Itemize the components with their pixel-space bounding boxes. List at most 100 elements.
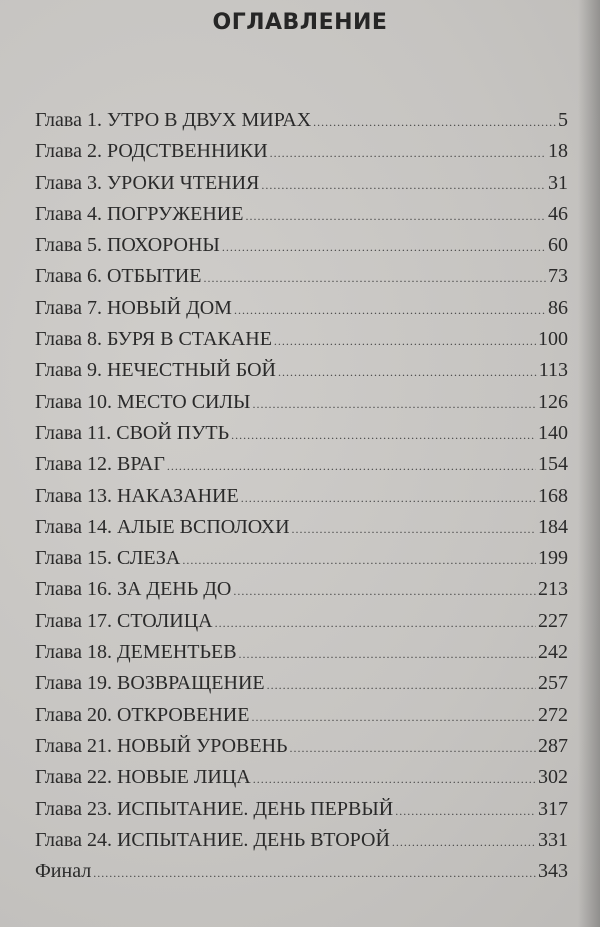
toc-entry-title: Глава 4. ПОГРУЖЕНИЕ xyxy=(35,202,244,225)
table-of-contents: Глава 1. УТРО В ДВУХ МИРАХ 5 Глава 2. РОДС… xyxy=(35,109,568,891)
toc-entry-page: 154 xyxy=(538,453,568,476)
dot-leader xyxy=(253,772,536,787)
toc-entry-title: Глава 8. БУРЯ В СТАКАНЕ xyxy=(35,328,272,351)
dot-leader xyxy=(234,303,546,318)
toc-entry-title: Глава 7. НОВЫЙ ДОМ xyxy=(35,296,232,319)
toc-entry: Глава 23. ИСПЫТАНИЕ. ДЕНЬ ПЕРВЫЙ 317 xyxy=(35,798,568,829)
toc-entry-title: Глава 21. НОВЫЙ УРОВЕНЬ xyxy=(35,734,288,757)
toc-entry-page: 31 xyxy=(548,171,568,194)
dot-leader xyxy=(251,710,536,725)
toc-entry-page: 126 xyxy=(538,390,568,413)
toc-entry-title: Глава 9. НЕЧЕСТНЫЙ БОЙ xyxy=(35,359,276,382)
toc-entry-title: Глава 11. СВОЙ ПУТЬ xyxy=(35,421,230,444)
toc-entry-title: Глава 17. СТОЛИЦА xyxy=(35,609,213,632)
toc-entry-title: Глава 1. УТРО В ДВУХ МИРАХ xyxy=(35,109,312,131)
toc-entry: Глава 18. ДЕМЕНТЬЕВ 242 xyxy=(35,641,568,672)
dot-leader xyxy=(261,178,546,193)
toc-entry-page: 113 xyxy=(538,359,568,382)
dot-leader xyxy=(231,428,536,443)
toc-entry-page: 227 xyxy=(538,609,568,632)
toc-entry-page: 5 xyxy=(558,109,568,131)
toc-entry-page: 199 xyxy=(538,547,568,570)
toc-entry-title: Глава 12. ВРАГ xyxy=(35,453,165,476)
toc-entry: Глава 1. УТРО В ДВУХ МИРАХ 5 xyxy=(35,109,568,140)
toc-entry: Глава 17. СТОЛИЦА 227 xyxy=(35,610,568,641)
dot-leader xyxy=(93,866,536,881)
toc-entry-page: 73 xyxy=(548,265,568,288)
dot-leader xyxy=(267,678,536,693)
toc-entry-title: Глава 13. НАКАЗАНИЕ xyxy=(35,484,239,507)
page-title: ОГЛАВЛЕНИЕ xyxy=(212,10,388,35)
toc-entry: Глава 12. ВРАГ 154 xyxy=(35,453,568,484)
dot-leader xyxy=(222,240,546,255)
toc-entry-page: 287 xyxy=(538,734,568,757)
dot-leader xyxy=(278,365,537,380)
toc-entry: Глава 20. ОТКРОВЕНИЕ 272 xyxy=(35,704,568,735)
dot-leader xyxy=(239,647,536,662)
toc-entry-page: 242 xyxy=(538,641,568,664)
toc-entry-title: Глава 6. ОТБЫТИЕ xyxy=(35,265,202,288)
dot-leader xyxy=(292,522,536,537)
toc-entry-page: 343 xyxy=(538,860,568,883)
toc-entry: Глава 15. СЛЕЗА 199 xyxy=(35,547,568,578)
dot-leader xyxy=(182,553,536,568)
toc-entry-page: 140 xyxy=(538,421,568,444)
dot-leader xyxy=(253,397,537,412)
page-edge-shadow xyxy=(578,0,600,927)
toc-entry-title: Глава 24. ИСПЫТАНИЕ. ДЕНЬ ВТОРОЙ xyxy=(35,828,390,851)
toc-entry-title: Глава 10. МЕСТО СИЛЫ xyxy=(35,390,251,413)
toc-entry-page: 317 xyxy=(538,797,568,820)
toc-entry: Глава 16. ЗА ДЕНЬ ДО 213 xyxy=(35,578,568,609)
toc-entry: Глава 3. УРОКИ ЧТЕНИЯ 31 xyxy=(35,172,568,203)
toc-entry: Глава 22. НОВЫЕ ЛИЦА 302 xyxy=(35,766,568,797)
toc-entry-page: 272 xyxy=(538,703,568,726)
toc-entry-page: 331 xyxy=(538,828,568,851)
toc-entry-title: Глава 19. ВОЗВРАЩЕНИЕ xyxy=(35,672,265,695)
dot-leader xyxy=(203,271,546,286)
toc-entry-title: Глава 5. ПОХОРОНЫ xyxy=(35,234,220,257)
dot-leader xyxy=(392,835,536,850)
toc-entry: Глава 19. ВОЗВРАЩЕНИЕ 257 xyxy=(35,672,568,703)
toc-entry-title: Глава 23. ИСПЫТАНИЕ. ДЕНЬ ПЕРВЫЙ xyxy=(35,797,394,820)
dot-leader xyxy=(290,741,536,756)
toc-entry-page: 86 xyxy=(548,296,568,319)
dot-leader xyxy=(167,459,536,474)
toc-entry-title: Глава 15. СЛЕЗА xyxy=(35,547,181,570)
toc-entry: Глава 5. ПОХОРОНЫ 60 xyxy=(35,234,568,265)
dot-leader xyxy=(274,334,536,349)
toc-entry-page: 302 xyxy=(538,766,568,789)
toc-entry: Глава 14. АЛЫЕ ВСПОЛОХИ 184 xyxy=(35,516,568,547)
toc-entry: Глава 4. ПОГРУЖЕНИЕ 46 xyxy=(35,203,568,234)
dot-leader xyxy=(270,146,546,161)
dot-leader xyxy=(241,491,536,506)
toc-entry-title: Глава 16. ЗА ДЕНЬ ДО xyxy=(35,578,232,601)
dot-leader xyxy=(313,115,556,130)
toc-entry-page: 213 xyxy=(538,578,568,601)
toc-entry-title: Финал xyxy=(35,860,92,883)
toc-entry-page: 46 xyxy=(548,202,568,225)
dot-leader xyxy=(215,616,536,631)
toc-entry: Глава 6. ОТБЫТИЕ 73 xyxy=(35,265,568,296)
toc-entry: Глава 2. РОДСТВЕННИКИ 18 xyxy=(35,140,568,171)
toc-entry-page: 100 xyxy=(538,328,568,351)
toc-entry: Глава 8. БУРЯ В СТАКАНЕ 100 xyxy=(35,328,568,359)
dot-leader xyxy=(395,804,536,819)
toc-entry: Глава 21. НОВЫЙ УРОВЕНЬ 287 xyxy=(35,735,568,766)
toc-entry-title: Глава 20. ОТКРОВЕНИЕ xyxy=(35,703,250,726)
toc-entry: Глава 10. МЕСТО СИЛЫ 126 xyxy=(35,391,568,422)
toc-entry-page: 184 xyxy=(538,515,568,538)
toc-entry-page: 257 xyxy=(538,672,568,695)
toc-entry-page: 18 xyxy=(548,140,568,163)
toc-entry: Глава 11. СВОЙ ПУТЬ 140 xyxy=(35,422,568,453)
toc-entry-title: Глава 22. НОВЫЕ ЛИЦА xyxy=(35,766,251,789)
toc-entry: Финал 343 xyxy=(35,860,568,891)
toc-entry: Глава 7. НОВЫЙ ДОМ 86 xyxy=(35,297,568,328)
toc-entry: Глава 9. НЕЧЕСТНЫЙ БОЙ 113 xyxy=(35,359,568,390)
toc-entry: Глава 13. НАКАЗАНИЕ 168 xyxy=(35,485,568,516)
dot-leader xyxy=(245,209,546,224)
toc-entry-page: 168 xyxy=(538,484,568,507)
toc-entry-title: Глава 3. УРОКИ ЧТЕНИЯ xyxy=(35,171,260,194)
toc-entry-title: Глава 18. ДЕМЕНТЬЕВ xyxy=(35,641,237,664)
toc-entry-title: Глава 14. АЛЫЕ ВСПОЛОХИ xyxy=(35,515,290,538)
dot-leader xyxy=(233,584,536,599)
